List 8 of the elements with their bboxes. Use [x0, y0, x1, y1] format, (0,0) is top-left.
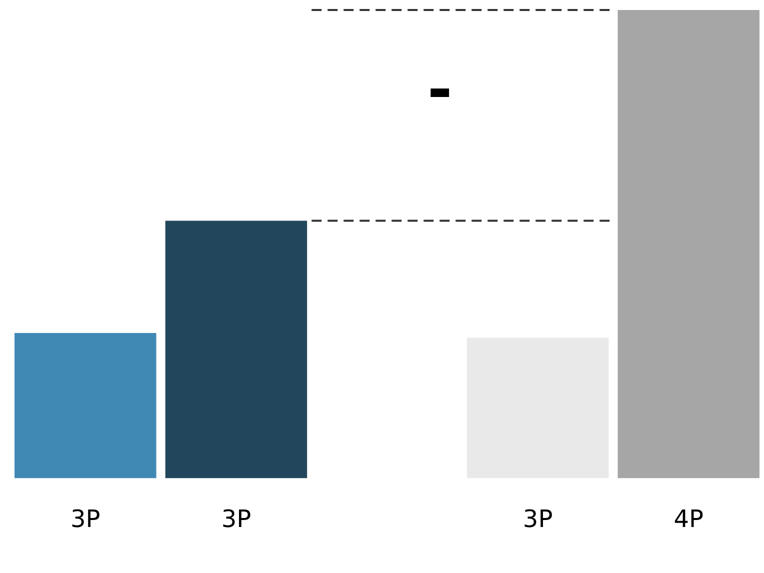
- bar: [14, 333, 156, 478]
- bar: [618, 10, 760, 478]
- bar: [165, 220, 308, 478]
- annotation: -: [427, 54, 452, 125]
- x-tick-label: 3P: [522, 504, 553, 533]
- x-tick-label: 3P: [221, 504, 252, 533]
- x-tick-label: 4P: [674, 504, 704, 533]
- x-tick-label: 3P: [70, 504, 100, 533]
